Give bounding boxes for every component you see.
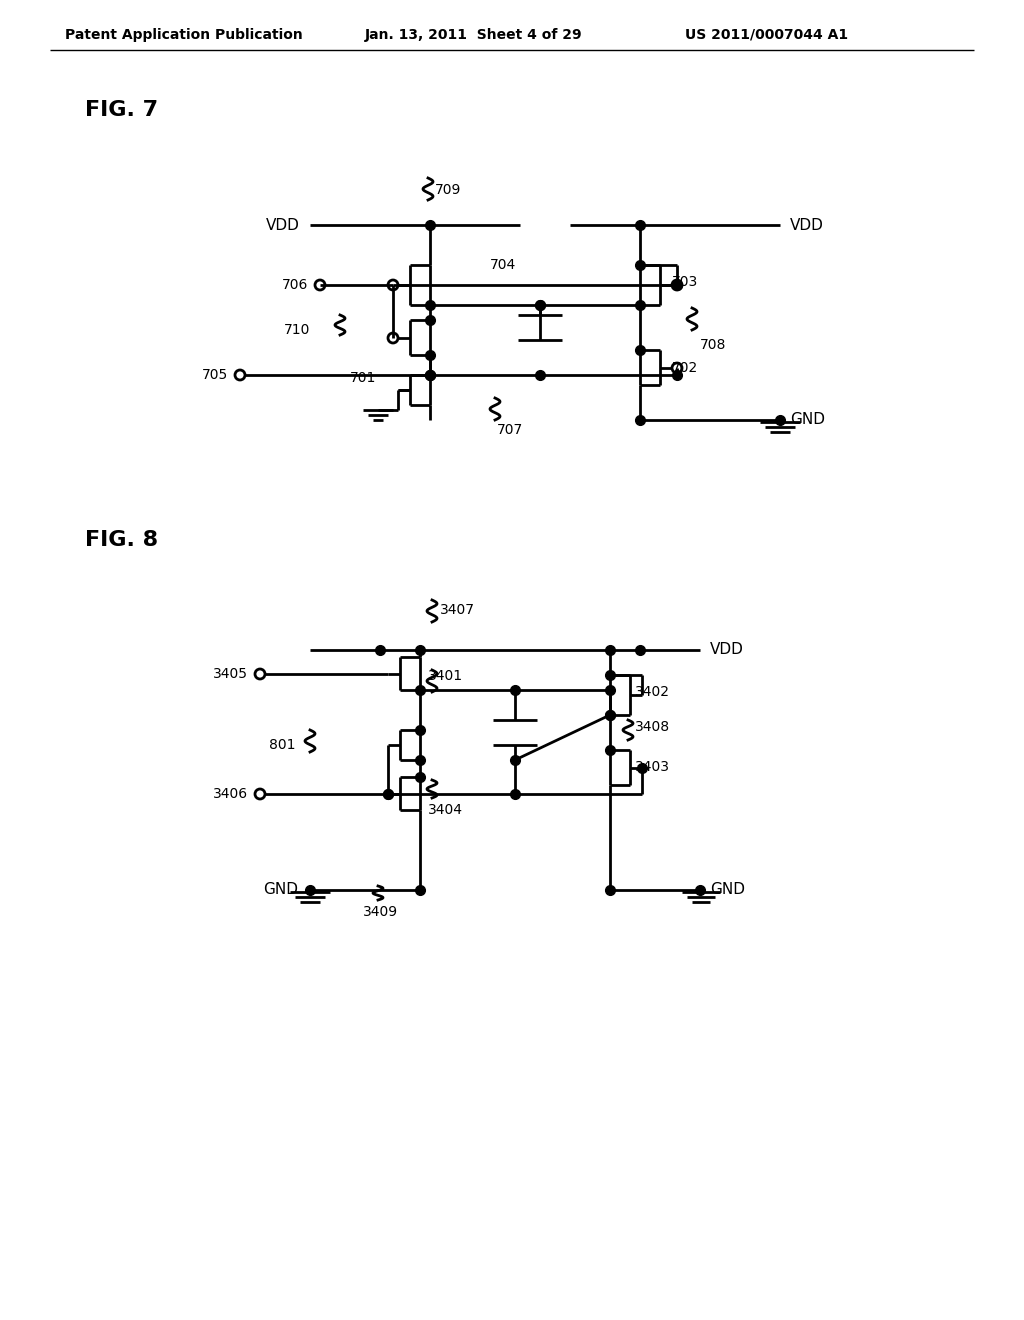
Text: Jan. 13, 2011  Sheet 4 of 29: Jan. 13, 2011 Sheet 4 of 29 (365, 28, 583, 42)
Text: VDD: VDD (790, 218, 824, 232)
Text: VDD: VDD (266, 218, 300, 232)
Text: 3403: 3403 (635, 760, 670, 774)
Text: 701: 701 (350, 371, 377, 385)
Text: 710: 710 (284, 323, 310, 337)
Text: 702: 702 (672, 360, 698, 375)
Text: FIG. 8: FIG. 8 (85, 531, 158, 550)
Text: 3404: 3404 (428, 803, 463, 817)
Text: 3409: 3409 (362, 906, 397, 919)
Text: 3402: 3402 (635, 685, 670, 700)
Text: GND: GND (790, 412, 825, 428)
Text: 709: 709 (435, 183, 462, 197)
Text: 801: 801 (268, 738, 295, 752)
Text: 703: 703 (672, 275, 698, 289)
Text: Patent Application Publication: Patent Application Publication (65, 28, 303, 42)
Text: 3401: 3401 (428, 669, 463, 682)
Text: 3405: 3405 (213, 667, 248, 681)
Text: US 2011/0007044 A1: US 2011/0007044 A1 (685, 28, 848, 42)
Text: GND: GND (263, 883, 298, 898)
Text: 707: 707 (497, 422, 523, 437)
Text: 704: 704 (490, 257, 516, 272)
Text: 706: 706 (282, 279, 308, 292)
Text: GND: GND (710, 883, 745, 898)
Text: 3407: 3407 (440, 603, 475, 616)
Text: VDD: VDD (710, 643, 743, 657)
Text: FIG. 7: FIG. 7 (85, 100, 158, 120)
Text: 3406: 3406 (213, 787, 248, 801)
Text: 708: 708 (700, 338, 726, 352)
Text: 3408: 3408 (635, 719, 670, 734)
Text: 705: 705 (202, 368, 228, 381)
